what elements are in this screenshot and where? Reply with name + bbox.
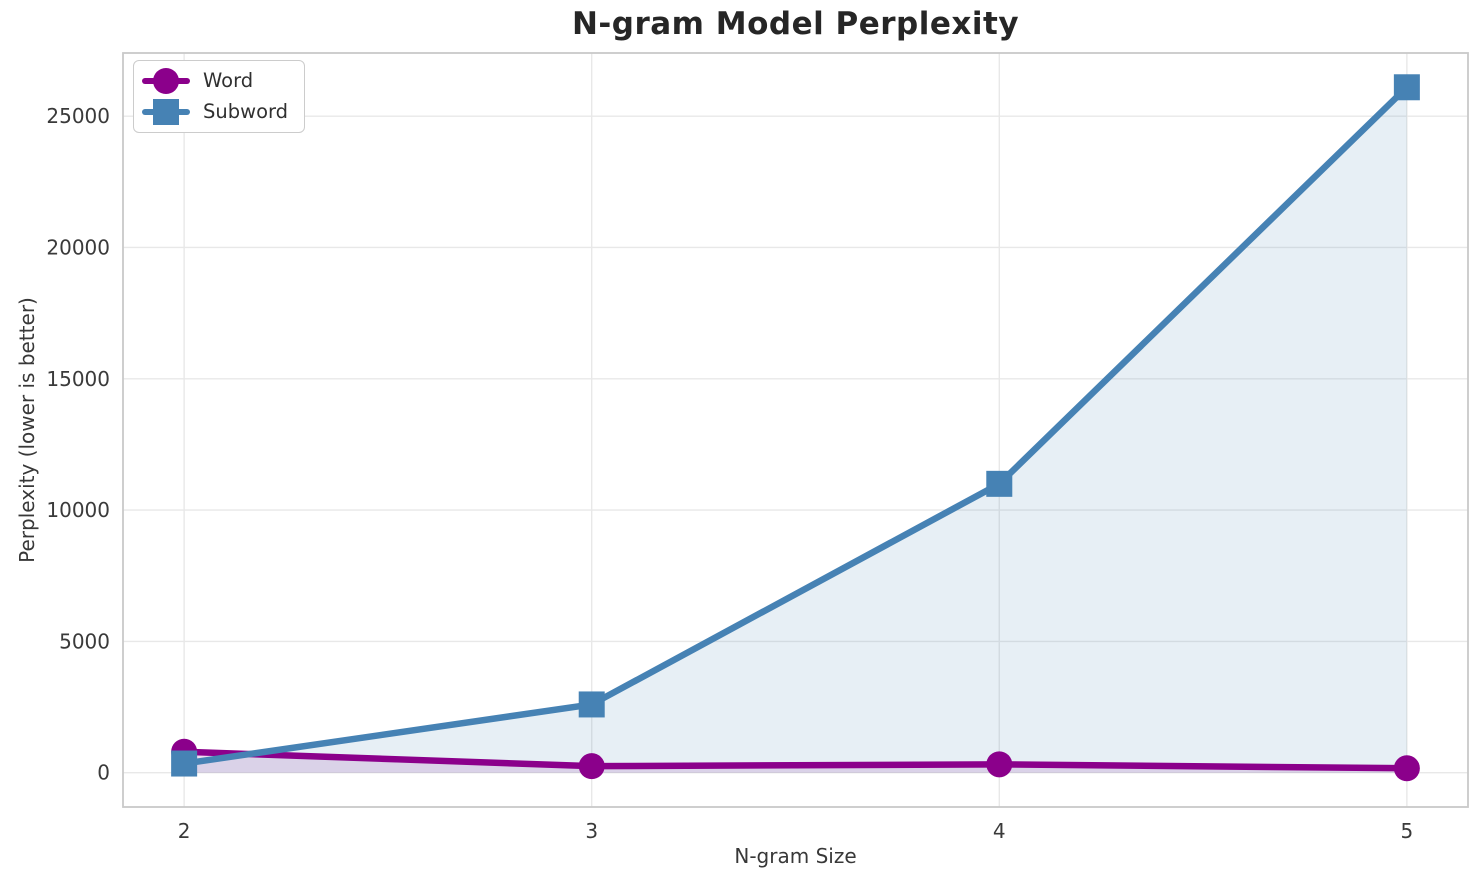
axes-border: [122, 52, 1469, 808]
subword-line-marker-icon: [142, 97, 190, 127]
y-tick-label: 20000: [46, 235, 110, 259]
x-tick-label: 5: [1400, 819, 1413, 843]
x-tick-label: 3: [585, 819, 598, 843]
word-data-point: [578, 753, 605, 780]
y-axis-label: Perplexity (lower is better): [15, 297, 39, 563]
subword-square-icon: [153, 99, 179, 125]
word-data-point: [1393, 755, 1420, 782]
legend-item-subword: Subword: [142, 97, 288, 127]
y-tick-label: 25000: [46, 104, 110, 128]
legend: Word Subword: [133, 60, 306, 133]
word-line: [180, 748, 1411, 772]
word-circle-icon: [153, 68, 179, 94]
y-tick-label: 5000: [59, 629, 110, 653]
word-line-marker-icon: [142, 66, 190, 96]
x-tick-label: 2: [178, 819, 191, 843]
subword-data-point: [578, 691, 605, 718]
subword-line: [180, 84, 1411, 767]
y-tick-label: 0: [97, 761, 110, 785]
subword-area-fill: [184, 87, 1407, 773]
y-tick-label: 15000: [46, 367, 110, 391]
x-tick-label: 4: [993, 819, 1006, 843]
legend-label-word: Word: [203, 69, 254, 92]
y-tick-label: 10000: [46, 498, 110, 522]
subword-data-point: [171, 750, 198, 777]
legend-item-word: Word: [142, 66, 288, 96]
word-data-point: [986, 751, 1013, 778]
chart-title: N-gram Model Perplexity: [571, 6, 1020, 42]
subword-data-point: [986, 470, 1013, 497]
subword-data-point: [1393, 74, 1420, 101]
x-axis-label: N-gram Size: [734, 844, 857, 868]
legend-label-subword: Subword: [203, 100, 289, 123]
